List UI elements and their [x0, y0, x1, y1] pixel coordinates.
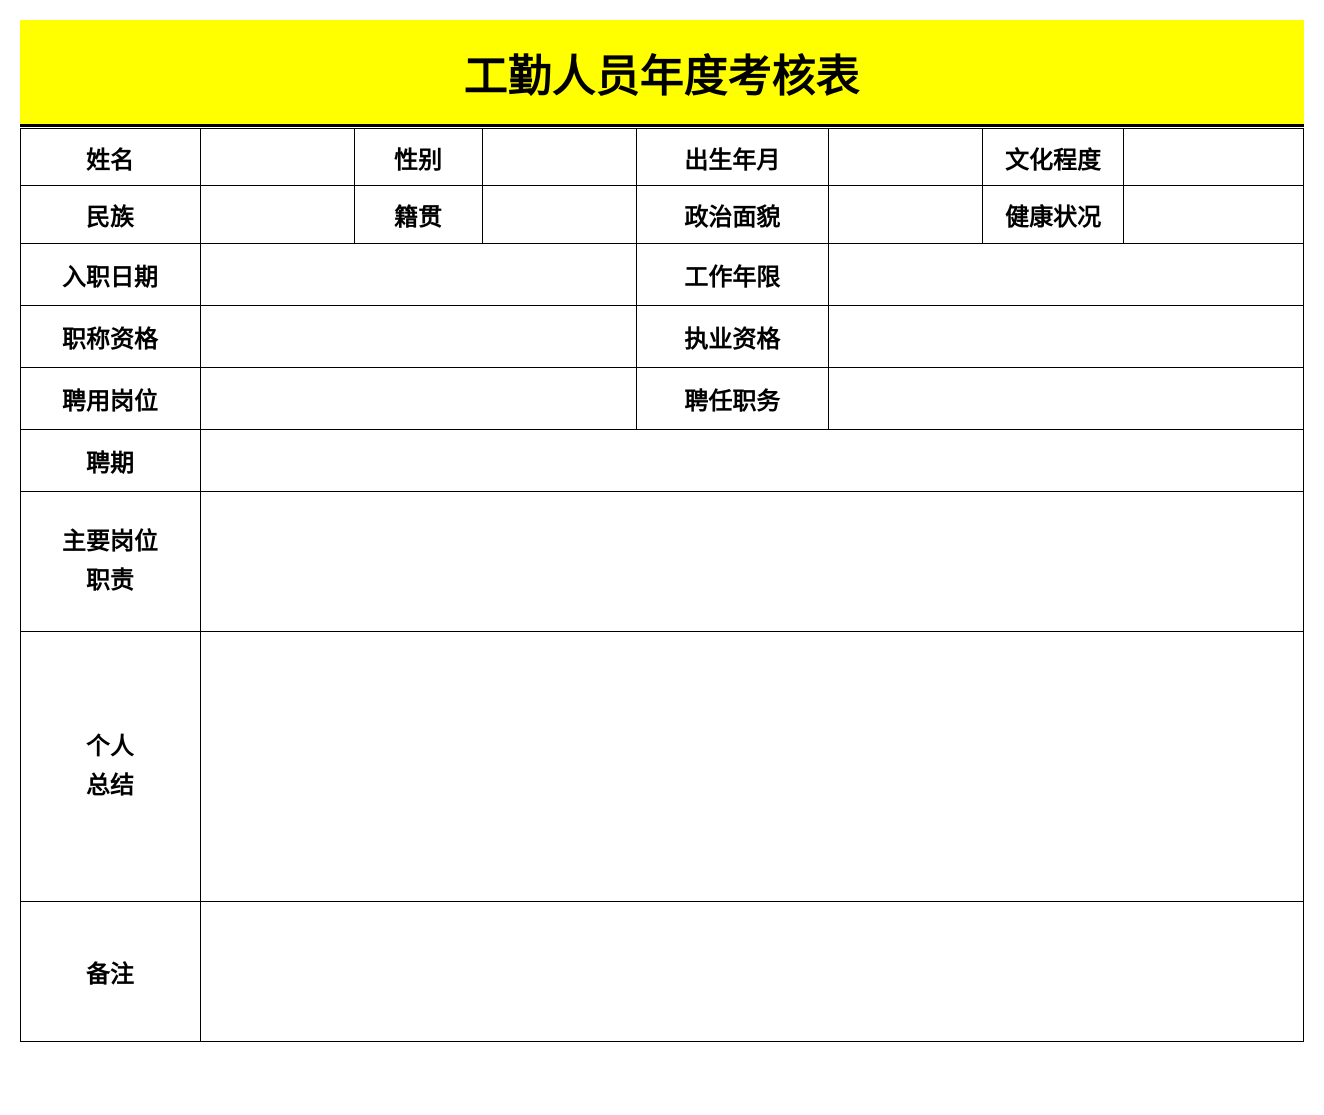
label-remarks: 备注	[21, 902, 201, 1042]
label-ethnicity: 民族	[21, 186, 201, 244]
value-political-status	[829, 186, 983, 244]
label-name: 姓名	[21, 128, 201, 186]
form-title: 工勤人员年度考核表	[20, 20, 1304, 126]
label-health-status: 健康状况	[983, 186, 1124, 244]
label-education: 文化程度	[983, 128, 1124, 186]
label-years-of-service: 工作年限	[636, 244, 828, 306]
value-entry-date	[200, 244, 636, 306]
value-native-place	[482, 186, 636, 244]
value-professional-title	[200, 306, 636, 368]
assessment-table: 姓名 性别 出生年月 文化程度 民族 籍贯 政治面貌 健康状况 入职日期 工作年…	[20, 126, 1304, 1042]
label-entry-date: 入职日期	[21, 244, 201, 306]
label-birth-date: 出生年月	[636, 128, 828, 186]
row-personal-summary: 个人 总结	[21, 632, 1304, 902]
label-practice-qualification: 执业资格	[636, 306, 828, 368]
value-education	[1124, 128, 1304, 186]
label-appointed-duty: 聘任职务	[636, 368, 828, 430]
label-main-responsibilities-line2: 职责	[21, 562, 200, 600]
label-main-responsibilities-line1: 主要岗位	[21, 523, 200, 561]
value-appointed-duty	[829, 368, 1304, 430]
value-gender	[482, 128, 636, 186]
label-personal-summary-line1: 个人	[21, 728, 200, 766]
value-personal-summary	[200, 632, 1303, 902]
value-name	[200, 128, 354, 186]
label-employment-period: 聘期	[21, 430, 201, 492]
row-remarks: 备注	[21, 902, 1304, 1042]
value-ethnicity	[200, 186, 354, 244]
row-basic-info-1: 姓名 性别 出生年月 文化程度	[21, 128, 1304, 186]
value-years-of-service	[829, 244, 1304, 306]
assessment-form: 工勤人员年度考核表 姓名 性别 出生年月 文化程度 民族 籍贯	[20, 20, 1304, 1042]
value-main-responsibilities	[200, 492, 1303, 632]
label-personal-summary: 个人 总结	[21, 632, 201, 902]
label-employed-position: 聘用岗位	[21, 368, 201, 430]
value-employed-position	[200, 368, 636, 430]
value-health-status	[1124, 186, 1304, 244]
label-gender: 性别	[354, 128, 482, 186]
label-main-responsibilities: 主要岗位 职责	[21, 492, 201, 632]
value-birth-date	[829, 128, 983, 186]
value-practice-qualification	[829, 306, 1304, 368]
label-professional-title: 职称资格	[21, 306, 201, 368]
row-employment-period: 聘期	[21, 430, 1304, 492]
value-remarks	[200, 902, 1303, 1042]
value-employment-period	[200, 430, 1303, 492]
row-employment-3: 聘用岗位 聘任职务	[21, 368, 1304, 430]
row-employment-2: 职称资格 执业资格	[21, 306, 1304, 368]
label-personal-summary-line2: 总结	[21, 767, 200, 805]
row-responsibilities: 主要岗位 职责	[21, 492, 1304, 632]
row-basic-info-2: 民族 籍贯 政治面貌 健康状况	[21, 186, 1304, 244]
label-political-status: 政治面貌	[636, 186, 828, 244]
row-employment-1: 入职日期 工作年限	[21, 244, 1304, 306]
label-native-place: 籍贯	[354, 186, 482, 244]
